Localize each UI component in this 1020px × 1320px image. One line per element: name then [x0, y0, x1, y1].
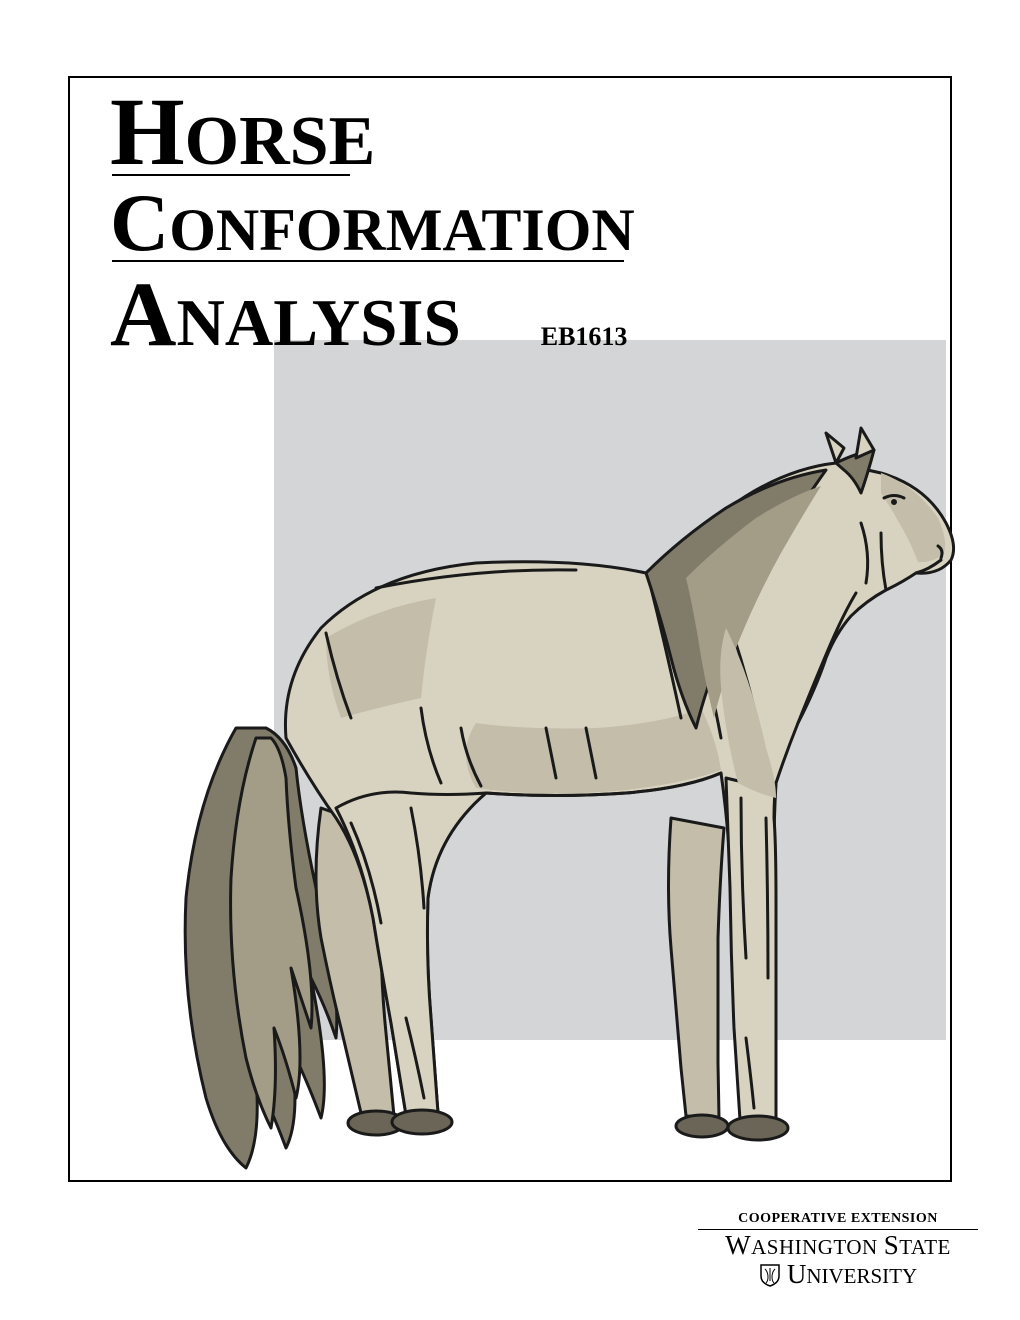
title-line-1: HORSE — [110, 84, 635, 180]
document-number: EB1613 — [541, 322, 628, 352]
title-1-rest: ORSE — [185, 103, 376, 180]
horse-illustration — [126, 378, 986, 1178]
page-frame: HORSE CONFORMATION ANALYSIS EB1613 COOPE… — [68, 76, 952, 1182]
shield-icon — [759, 1263, 781, 1287]
title-line-2: CONFORMATION — [110, 182, 635, 264]
title-block: HORSE CONFORMATION ANALYSIS EB1613 — [110, 84, 635, 360]
title-3-initial: A — [110, 263, 176, 365]
title-line-3: ANALYSIS — [110, 268, 461, 360]
publisher-university-line: UNIVERSITY — [698, 1259, 978, 1290]
publisher-name-line: WASHINGTON STATE — [698, 1229, 978, 1261]
title-2-rest: ONFORMATION — [169, 197, 635, 263]
title-2-initial: C — [110, 177, 169, 268]
title-3-rest: NALYSIS — [176, 286, 460, 360]
title-1-initial: H — [110, 78, 185, 185]
publisher-block: COOPERATIVE EXTENSION WASHINGTON STATE U… — [698, 1211, 978, 1290]
publisher-program: COOPERATIVE EXTENSION — [698, 1211, 978, 1227]
